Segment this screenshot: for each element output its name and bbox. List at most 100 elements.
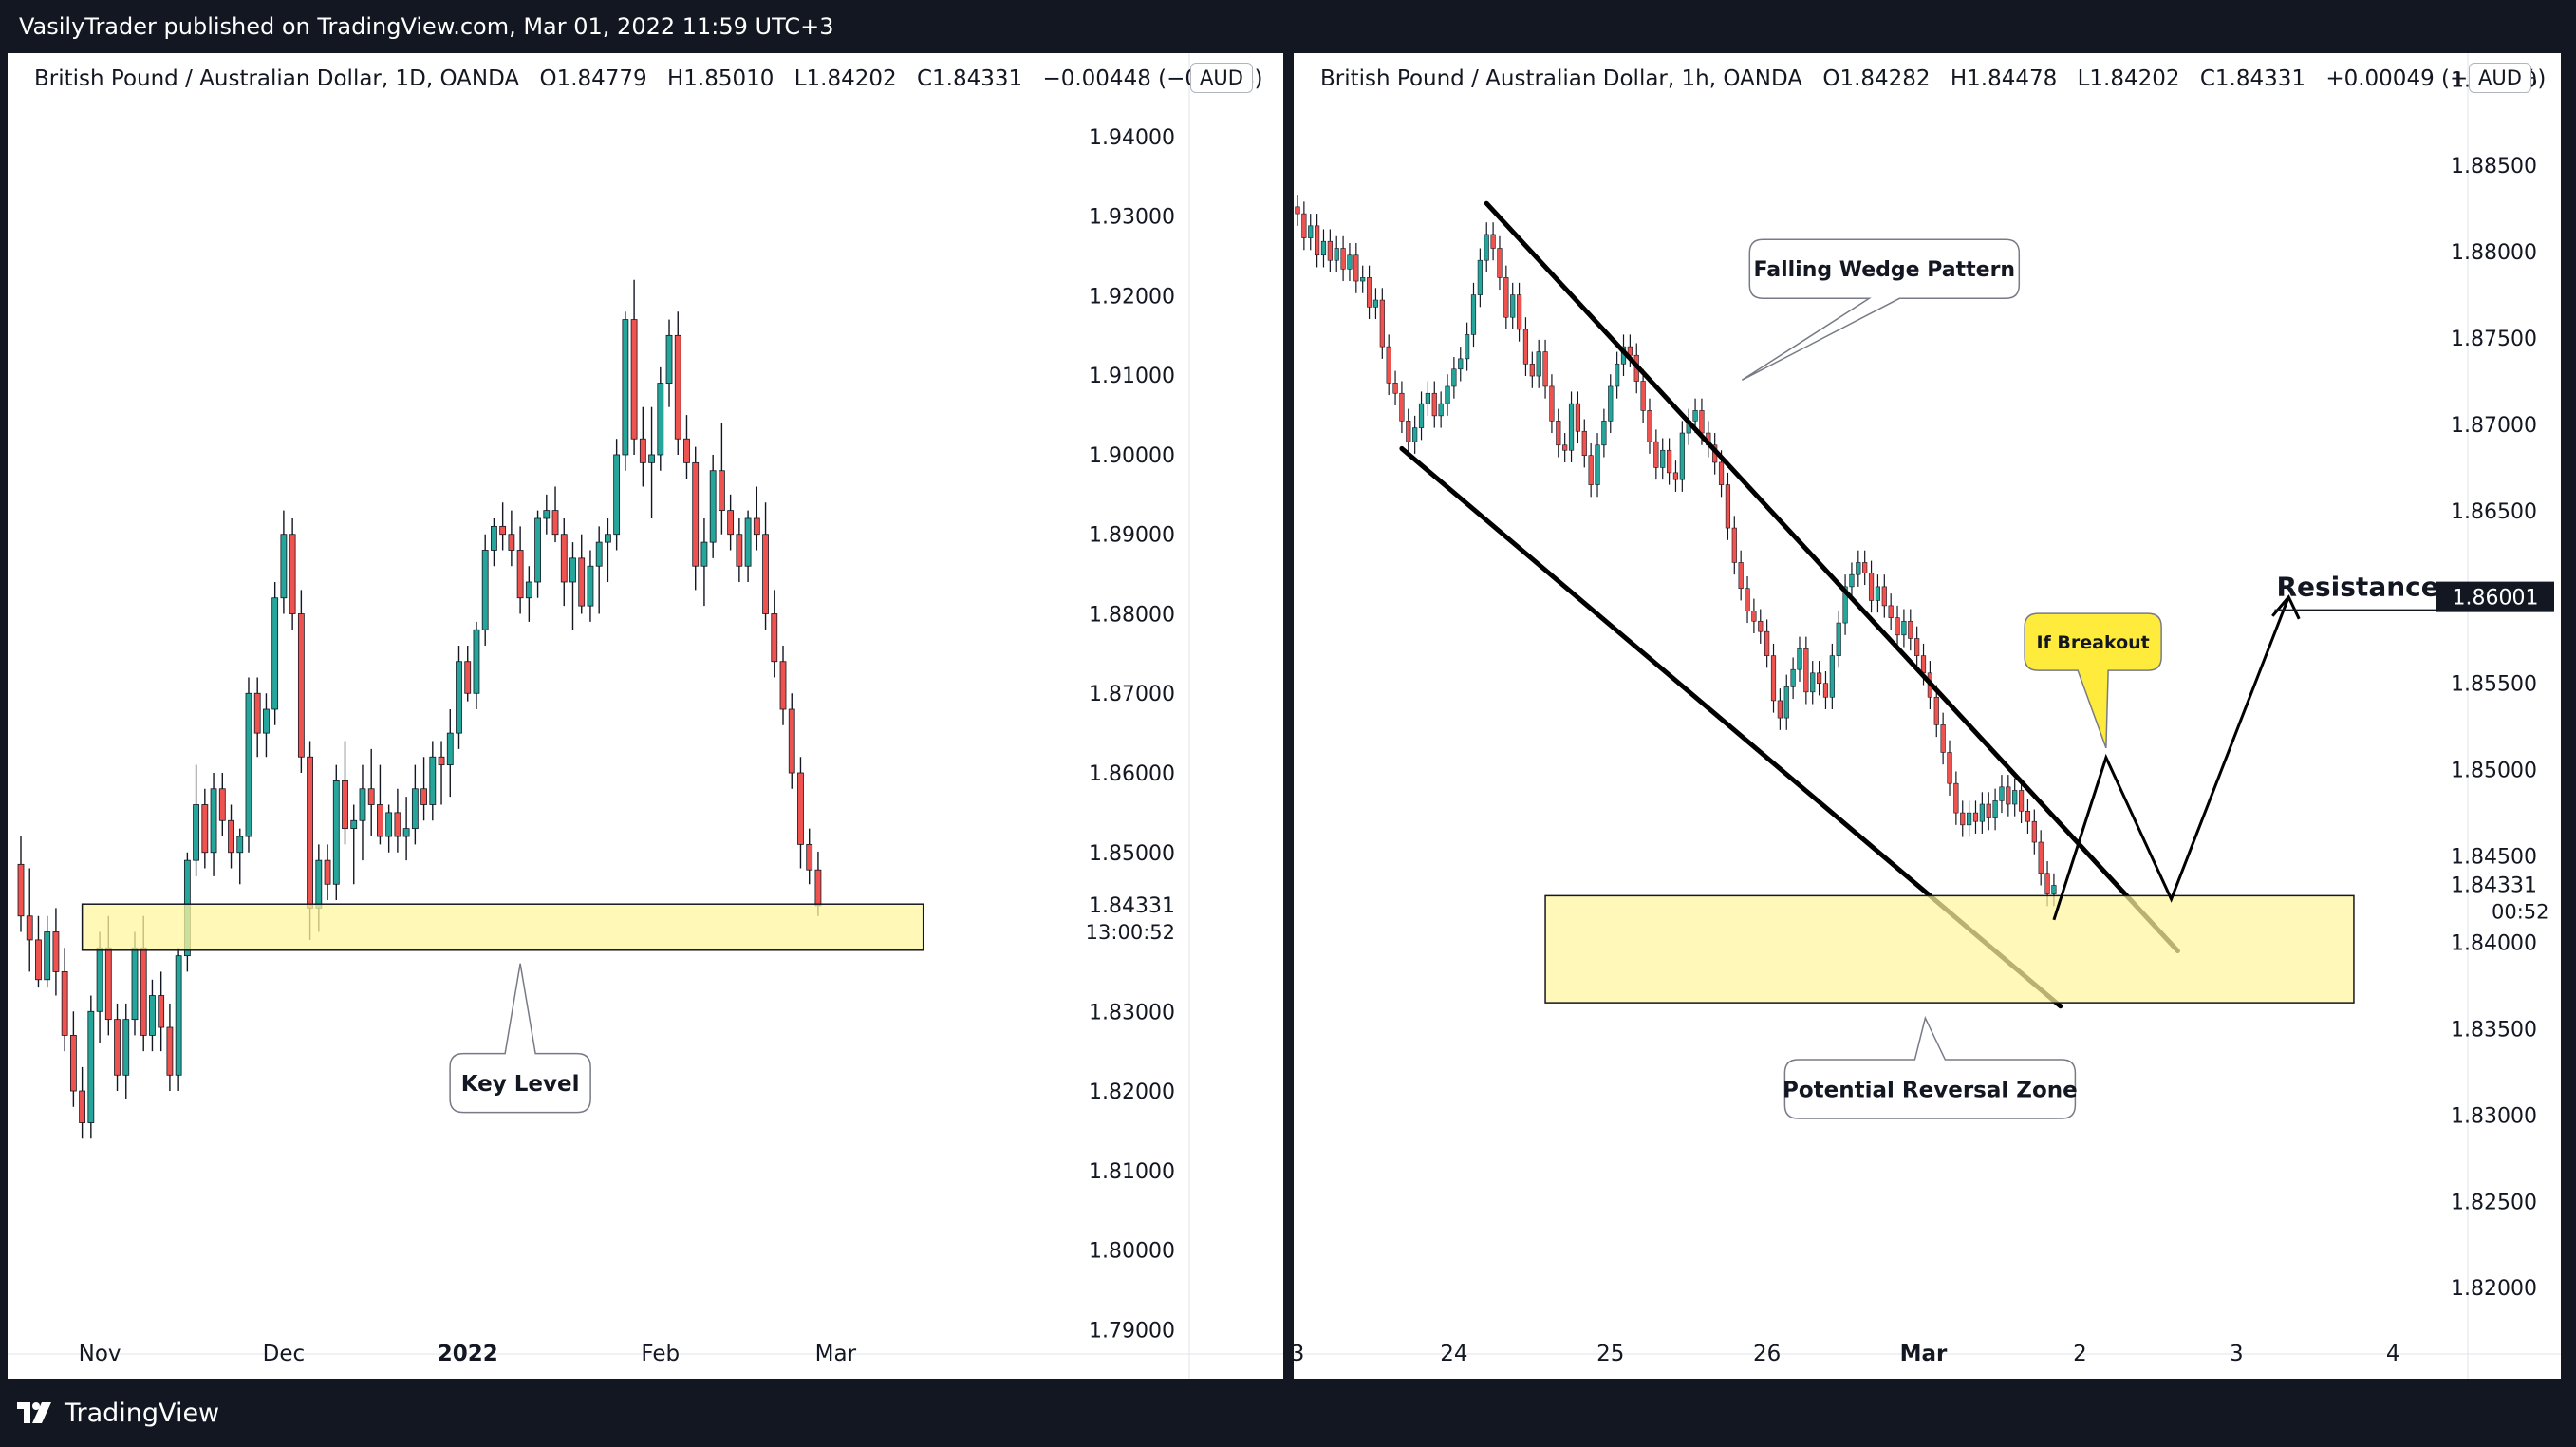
candle-body [210,788,217,854]
hourly-chart-panel[interactable]: 1.890001.885001.880001.875001.870001.865… [1294,53,2561,1379]
candle-body [1940,724,1946,753]
candle-body [1601,421,1607,446]
y-tick-label: 1.83500 [2451,1018,2537,1042]
candle-body [491,525,497,551]
hourly-low: L1.84202 [2077,66,2180,91]
wedge-upper-line [1484,200,2180,954]
candle-body [1797,648,1802,670]
candle-body [1562,444,1568,451]
candle-body [1979,803,1985,822]
candle-body [87,1010,95,1123]
candle-body [1849,573,1855,588]
candle-body [613,454,621,536]
daily-chart-canvas[interactable]: 1.94000 1.93000 1.92000 1.91000 1.90000 1.890… [8,53,1283,1379]
candle-body [814,869,822,907]
candle-body [1556,421,1561,446]
candle-body [1653,441,1659,468]
candle-body [1868,573,1875,601]
candle-body [104,947,112,1021]
resistance-price-label: 1.86001 [2453,587,2539,611]
x-tick-label: Feb [641,1342,680,1366]
candle-body [1745,588,1750,611]
candle-body [719,470,725,512]
x-tick-label: Mar [815,1342,857,1366]
key-level-zone [81,903,924,951]
candle-body [736,534,743,567]
candle-body [630,319,638,440]
candle-body [1295,206,1300,215]
candle-body [1751,611,1757,622]
candle-body [175,955,182,1076]
resistance-price-badge [2436,581,2554,612]
x-tick-label: 4 [2386,1342,2400,1366]
y-tick-label: 1.86500 [2451,500,2537,524]
candle-body [394,812,401,837]
candle-body [1947,752,1952,784]
candle-body [438,756,445,766]
candle-body [797,772,804,845]
candle-body [1777,700,1783,719]
candle-body [289,534,296,614]
candle-body [779,661,787,710]
candle-body [1465,334,1470,360]
candle-body [534,517,541,583]
candle-body [17,863,25,917]
y-tick-label: 1.85000 [1089,842,1175,866]
hourly-currency-badge[interactable]: AUD [2469,63,2531,93]
candle-body [245,692,252,837]
candle-body [35,939,42,981]
candle-body [1790,668,1796,687]
daily-close: C1.84331 [916,66,1023,91]
candle-body [1568,403,1575,451]
candle-body [1470,294,1477,335]
candle-body [587,565,594,607]
candle-body [1725,484,1731,529]
candle-body [1418,403,1425,428]
candle-body [499,525,507,536]
hourly-title: British Pound / Australian Dollar, 1h, O… [1320,66,1803,91]
candle-body [280,534,288,599]
candle-body [1810,672,1816,693]
y-tick-label: 1.87000 [1089,683,1175,706]
candle-body [1608,385,1614,422]
publisher-header: VasilyTrader published on TradingView.co… [0,0,2576,53]
candle-body [1914,638,1920,656]
candle-body [727,510,735,536]
candle-body [1640,381,1646,411]
y-tick-label: 1.90000 [1089,444,1175,468]
daily-currency-badge[interactable]: AUD [1190,63,1253,93]
hourly-chart-canvas[interactable]: 1.890001.885001.880001.875001.870001.865… [1294,53,2561,1379]
candle-body [657,383,664,456]
candle-body [1575,403,1581,432]
candle-body [1490,234,1496,249]
candle-body [1595,444,1600,485]
candle-body [1972,812,1979,822]
y-tick-label: 1.81000 [1089,1160,1175,1184]
candle-body [193,804,200,861]
candle-body [385,812,393,837]
candle-body [1386,346,1391,384]
candle-body [1842,586,1848,624]
candle-body [1875,586,1881,601]
candle-body [271,597,279,710]
candle-body [806,843,813,871]
candle-body [315,859,323,909]
candle-body [1445,385,1450,404]
candle-body [402,828,410,837]
candle-body [508,534,515,551]
candle-body [446,732,454,766]
candle-body [367,788,375,805]
y-tick-label: 1.84500 [2451,846,2537,870]
candle-body [1549,385,1555,422]
candle-body [1392,383,1398,394]
daily-chart-panel[interactable]: 1.94000 1.93000 1.92000 1.91000 1.90000 1.890… [8,53,1283,1379]
candle-body [263,708,270,734]
if-breakout-callout-text: If Breakout [2036,632,2149,653]
candle-body [1615,364,1620,387]
resistance-label: Resistance [2276,572,2438,603]
tradingview-brand[interactable]: TradingView [17,1399,219,1428]
y-tick-label: 1.82500 [2451,1191,2537,1214]
candle-body [1881,586,1887,607]
candle-body [1770,655,1777,702]
candle-body [166,1026,174,1076]
